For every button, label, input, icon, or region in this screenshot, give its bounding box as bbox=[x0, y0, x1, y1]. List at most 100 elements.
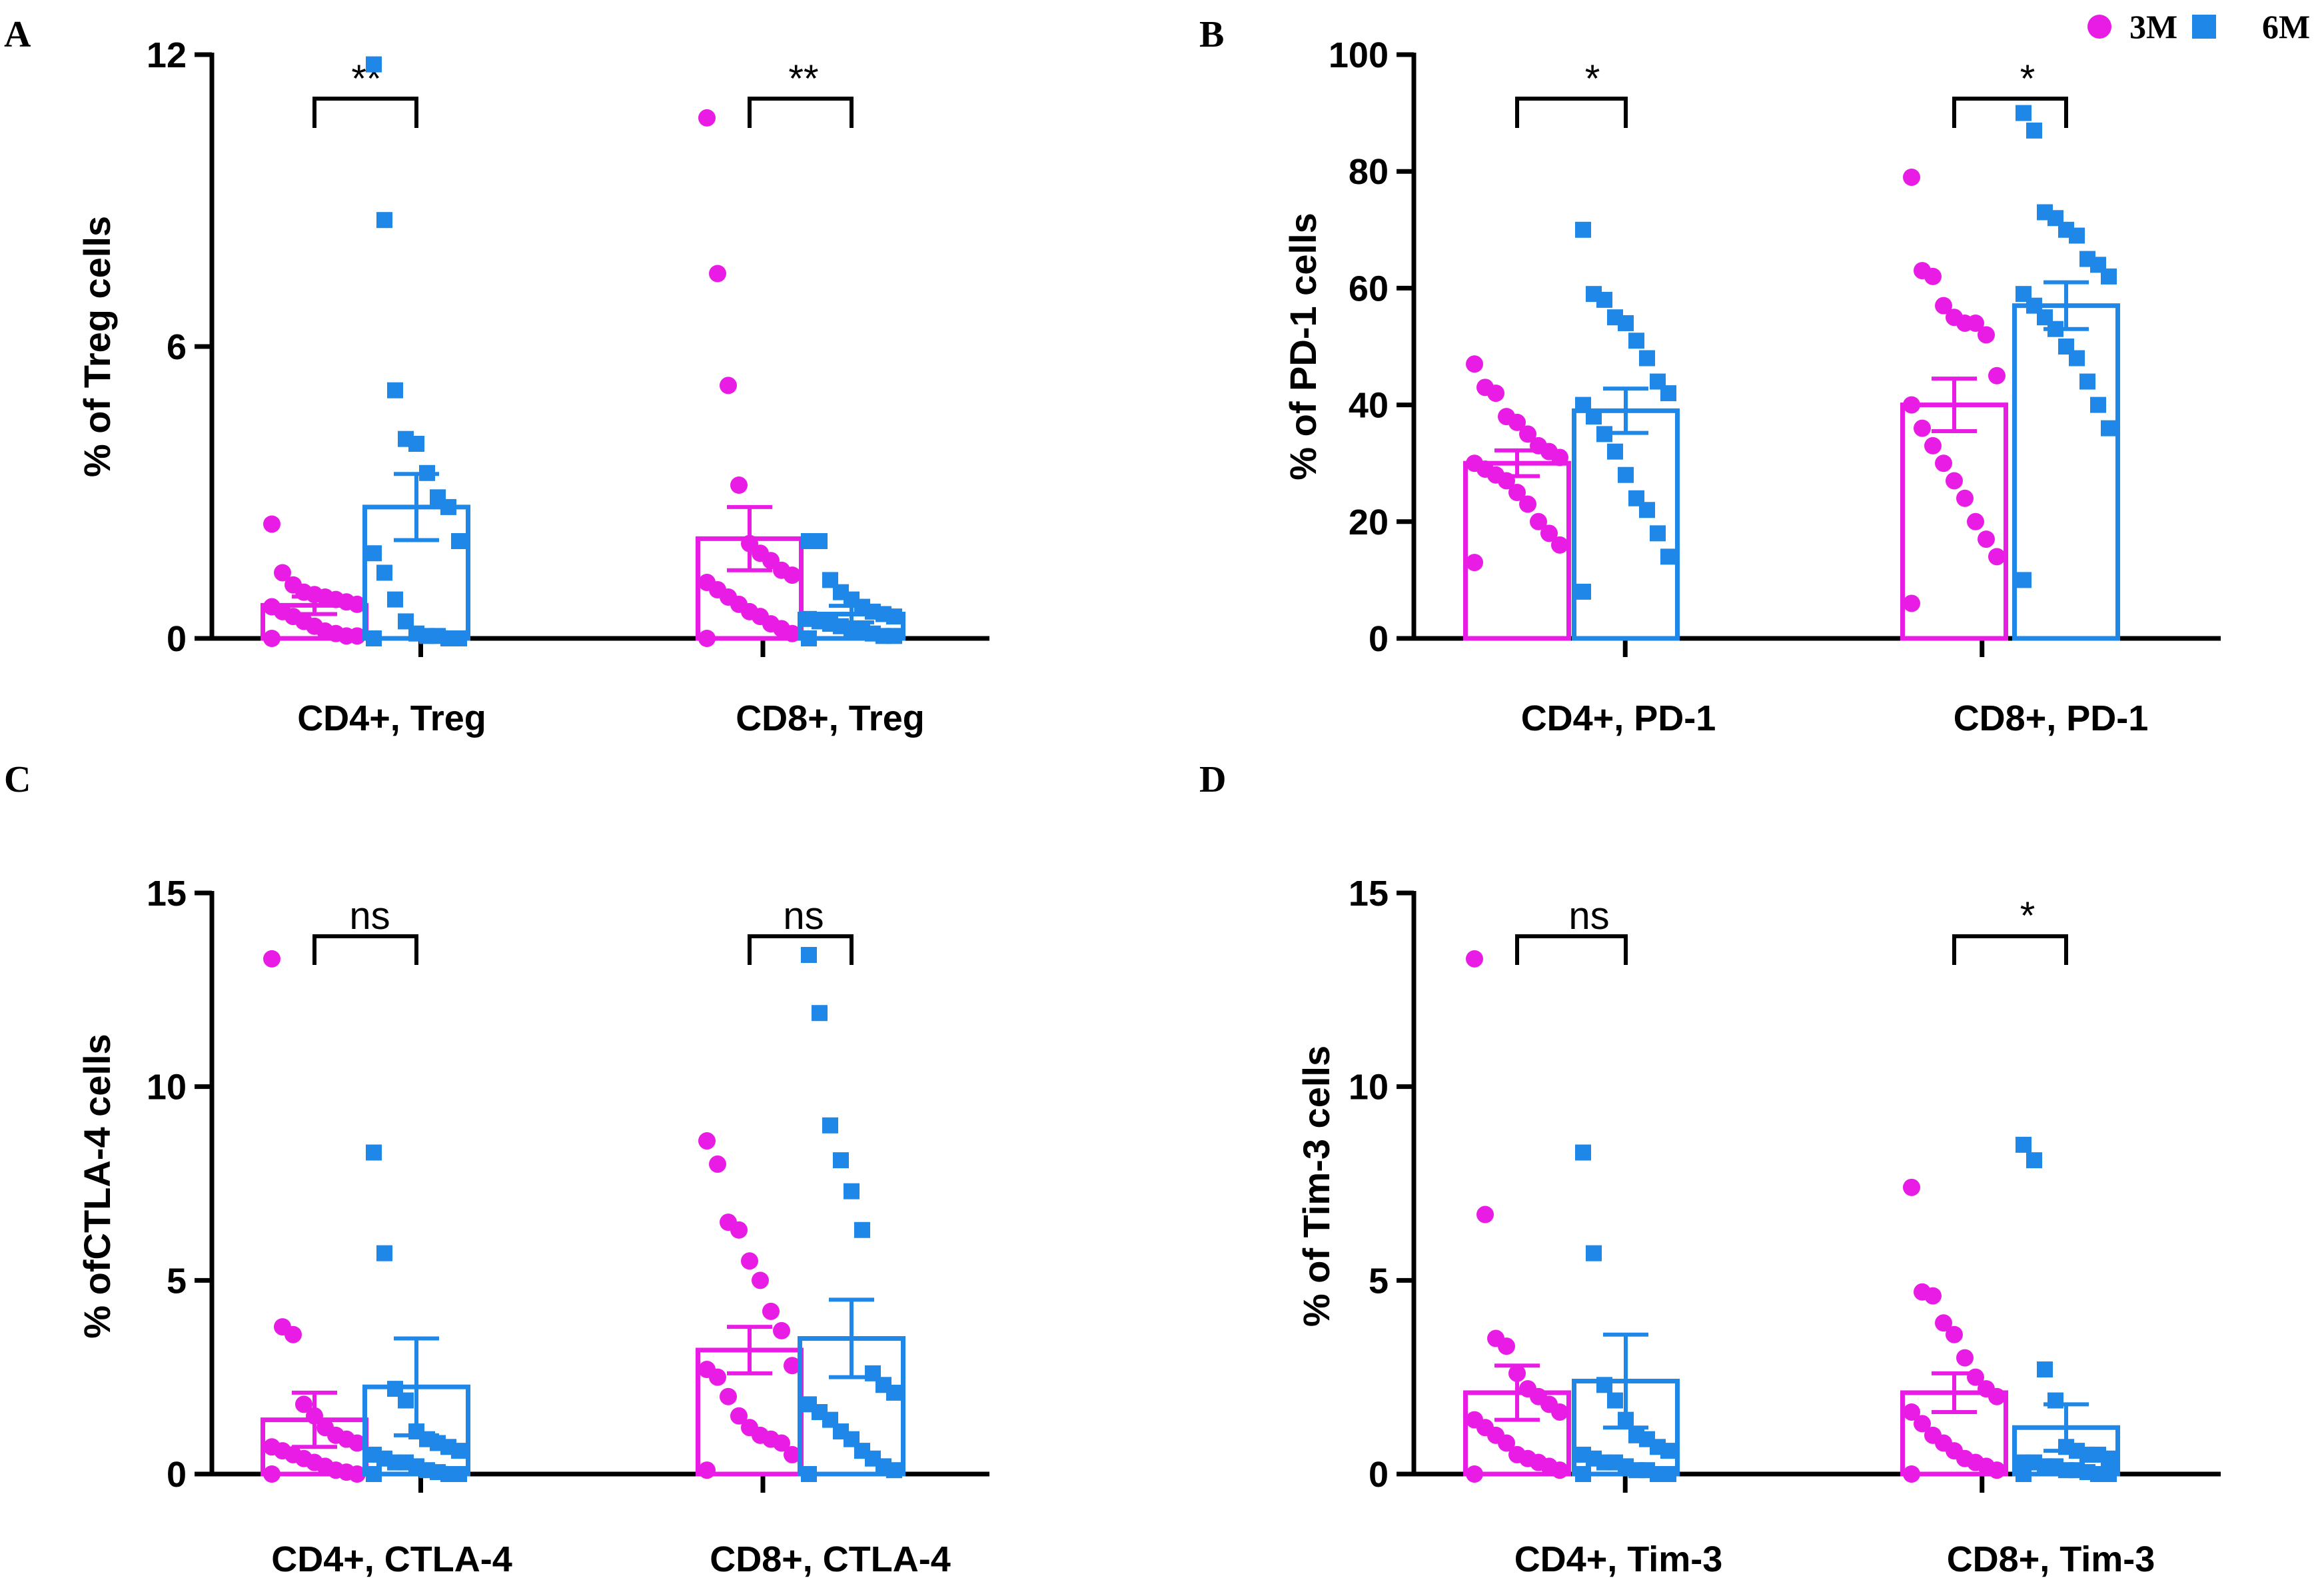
panel-c-point-3m bbox=[709, 1368, 726, 1386]
panel-d-point-6m bbox=[1607, 1392, 1623, 1409]
panel-b-point-6m bbox=[1575, 583, 1591, 600]
panel-b-point-3m bbox=[1924, 436, 1942, 454]
panel-b-point-6m bbox=[2016, 572, 2032, 588]
panel-a-significance-bracket-1 bbox=[312, 97, 418, 128]
panel-b-point-6m bbox=[1639, 502, 1655, 518]
panel-c-point-6m bbox=[398, 1392, 414, 1409]
panel-b-bar-6m-group-1 bbox=[1572, 408, 1680, 641]
panel-d-significance-1: ns bbox=[1568, 894, 1609, 938]
panel-a-point-3m bbox=[348, 627, 366, 645]
panel-d-point-3m bbox=[1988, 1387, 2006, 1405]
panel-c-y-axis-label: % ofCTLA-4 cells bbox=[76, 1034, 118, 1338]
panel-d-point-3m bbox=[1466, 950, 1483, 968]
panel-c-y-tick-label: 15 bbox=[147, 874, 187, 914]
panel-c-y-tick-label: 5 bbox=[167, 1261, 187, 1301]
panel-d-point-6m bbox=[1618, 1411, 1634, 1428]
panel-c-point-3m bbox=[348, 1434, 366, 1452]
panel-c-point-3m bbox=[698, 1132, 716, 1150]
panel-b-point-3m bbox=[1924, 267, 1942, 285]
panel-d-point-6m bbox=[1596, 1377, 1612, 1393]
panel-c-point-3m bbox=[730, 1407, 748, 1425]
panel-d-point-6m bbox=[2101, 1466, 2117, 1482]
panel-a-point-3m bbox=[698, 109, 716, 127]
panel-b-letter: B bbox=[1199, 14, 1224, 55]
panel-a-point-3m bbox=[784, 624, 801, 642]
panel-a-point-6m bbox=[886, 608, 902, 625]
panel-a-point-6m bbox=[376, 212, 392, 229]
panel-c-category-label-2: CD8+, CTLA-4 bbox=[710, 1539, 951, 1579]
panel-b-point-6m bbox=[1660, 385, 1676, 402]
panel-a-point-6m bbox=[387, 591, 403, 608]
panel-d-point-3m bbox=[1956, 1349, 1974, 1367]
panel-a-point-3m bbox=[348, 595, 366, 613]
panel-b-point-3m bbox=[1967, 512, 1984, 530]
panel-a-significance-2: ** bbox=[788, 57, 818, 101]
panel-b-point-3m bbox=[1519, 425, 1536, 443]
panel-b-point-3m bbox=[1988, 367, 2006, 385]
panel-c-letter: C bbox=[4, 759, 31, 800]
panel-b-point-3m bbox=[1487, 385, 1504, 402]
legend-3m-label: 3M bbox=[2129, 8, 2177, 45]
panel-b-point-6m bbox=[1575, 221, 1591, 238]
legend: 3M 6M bbox=[2087, 8, 2310, 45]
panel-c-point-6m bbox=[812, 1005, 828, 1022]
panel-d-point-3m bbox=[1988, 1461, 2006, 1479]
panel-c-point-3m bbox=[720, 1387, 737, 1405]
panel-c-significance-1: ns bbox=[349, 894, 390, 938]
panel-b-significance-1: * bbox=[1585, 57, 1600, 101]
legend-6m-marker bbox=[2192, 15, 2216, 39]
panel-c-point-3m bbox=[263, 950, 281, 968]
panel-c-point-6m bbox=[886, 1384, 902, 1401]
panel-a-point-6m bbox=[376, 564, 392, 581]
panel-b-point-3m bbox=[1903, 168, 1920, 186]
panel-d-point-3m bbox=[1903, 1178, 1920, 1196]
panel-d-letter: D bbox=[1199, 759, 1226, 800]
panel-d-point-3m bbox=[1903, 1403, 1920, 1421]
panel-d-point-6m bbox=[2037, 1361, 2053, 1378]
panel-b-point-3m bbox=[1498, 472, 1515, 490]
panel-d-y-tick-label: 0 bbox=[1369, 1455, 1389, 1495]
panel-b-point-3m bbox=[1508, 484, 1526, 501]
panel-a: A % of Treg cells CD4+, Treg CD8+, Treg … bbox=[4, 14, 989, 738]
panel-b-point-3m bbox=[1530, 512, 1547, 530]
panel-b-point-3m bbox=[1903, 594, 1920, 612]
panel-b-point-6m bbox=[1660, 548, 1676, 565]
panel-b-point-6m bbox=[1607, 443, 1623, 460]
panel-c-point-3m bbox=[784, 1445, 801, 1463]
panel-a-point-6m bbox=[366, 630, 382, 646]
panel-b-point-3m bbox=[1466, 355, 1483, 373]
panel-a-point-3m bbox=[698, 630, 716, 647]
panel-b-point-6m bbox=[1650, 525, 1666, 542]
panel-b-point-3m bbox=[1935, 297, 1952, 315]
panel-c-category-label-1: CD4+, CTLA-4 bbox=[271, 1539, 512, 1579]
panel-d-category-label-2: CD8+, Tim-3 bbox=[1947, 1539, 2155, 1579]
panel-a-point-6m bbox=[366, 545, 382, 562]
panel-d-point-6m bbox=[1660, 1466, 1676, 1482]
panel-c-significance-2: ns bbox=[783, 894, 824, 938]
panel-a-point-3m bbox=[730, 476, 748, 494]
panel-a-point-6m bbox=[387, 382, 403, 398]
panel-c-point-6m bbox=[451, 1466, 467, 1482]
panel-b-point-6m bbox=[2101, 268, 2117, 285]
panel-c-significance-bracket-2 bbox=[748, 934, 854, 965]
panel-a-significance-bracket-2 bbox=[748, 97, 854, 128]
panel-b-point-6m bbox=[2026, 122, 2042, 139]
panel-d-point-3m bbox=[1967, 1368, 1984, 1386]
panel-d-point-3m bbox=[1466, 1465, 1483, 1483]
panel-b-point-6m bbox=[2079, 373, 2095, 390]
panel-c-y-tick-label: 0 bbox=[167, 1455, 187, 1495]
panel-b-point-6m bbox=[2047, 321, 2063, 337]
panel-a-point-6m bbox=[419, 464, 435, 481]
panel-b-y-tick-label: 100 bbox=[1329, 35, 1389, 75]
panel-b-point-6m bbox=[1586, 408, 1602, 425]
panel-d-point-3m bbox=[1946, 1325, 1963, 1343]
panel-a-point-6m bbox=[451, 533, 467, 549]
panel-a-point-6m bbox=[886, 628, 902, 644]
panel-d-significance-bracket-2 bbox=[1952, 934, 2068, 965]
panel-b-point-3m bbox=[1935, 454, 1952, 472]
panel-d-point-6m bbox=[2016, 1136, 2032, 1153]
panel-c-point-6m bbox=[366, 1466, 382, 1482]
panel-b-point-6m bbox=[1618, 466, 1634, 483]
panel-c-y-tick-label: 10 bbox=[147, 1068, 187, 1108]
panel-c-point-6m bbox=[822, 1117, 838, 1134]
